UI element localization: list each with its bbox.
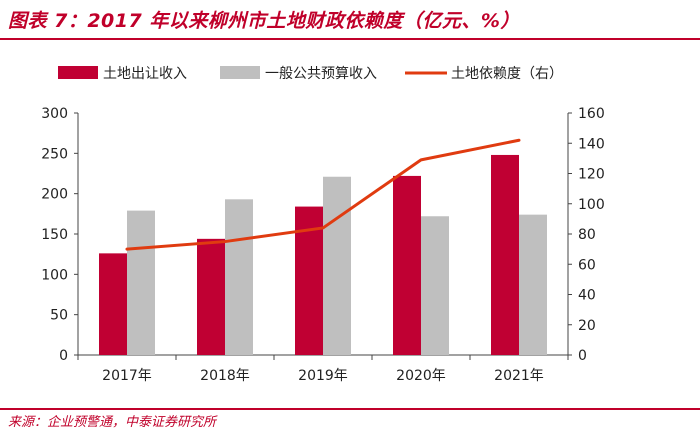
right-tick-label: 60 — [578, 257, 596, 273]
dependency-point — [420, 159, 422, 161]
x-tick-label: 2020年 — [396, 368, 446, 384]
left-tick-label: 150 — [41, 227, 68, 243]
x-tick-label: 2017年 — [102, 368, 152, 384]
budget-revenue-bar — [519, 214, 547, 355]
legend-land-label: 土地出让收入 — [103, 66, 187, 82]
land-transfer-bar — [197, 238, 225, 355]
budget-revenue-bar — [225, 199, 253, 355]
title-divider — [0, 38, 700, 40]
land-transfer-bar — [393, 175, 421, 355]
x-tick-label: 2018年 — [200, 368, 250, 384]
axes: 0 50 100 150 200 250 300 0 20 40 60 80 100 120 140 160 2… — [41, 106, 604, 384]
right-tick-label: 160 — [578, 106, 605, 122]
left-tick-label: 200 — [41, 187, 68, 203]
right-tick-label: 80 — [578, 227, 596, 243]
budget-revenue-bar — [323, 176, 351, 355]
bars — [99, 154, 547, 355]
source-divider — [0, 408, 700, 410]
land-transfer-bar — [491, 154, 519, 355]
right-tick-label: 120 — [578, 167, 605, 183]
source-note: 来源：企业预警通，中泰证券研究所 — [8, 415, 217, 430]
right-tick-label: 0 — [578, 348, 587, 364]
legend-dependency-label: 土地依赖度（右） — [451, 66, 563, 82]
budget-revenue-bar — [421, 216, 449, 355]
chart-title: 图表 7：2017 年以来柳州市土地财政依赖度（亿元、%） — [8, 10, 520, 32]
legend-budget-swatch — [220, 66, 260, 79]
left-tick-label: 50 — [50, 308, 68, 324]
x-tick-label: 2019年 — [298, 368, 348, 384]
budget-revenue-bar — [127, 210, 155, 355]
left-tick-label: 0 — [59, 348, 68, 364]
dependency-chart: 土地出让收入 一般公共预算收入 土地依赖度（右） 05010015020025030… — [41, 66, 605, 384]
dependency-point — [126, 248, 128, 250]
x-tick-label: 2021年 — [494, 368, 544, 384]
right-tick-label: 40 — [578, 288, 596, 304]
left-tick-label: 250 — [41, 146, 68, 162]
left-tick-label: 100 — [41, 267, 68, 283]
legend-land-swatch — [58, 66, 98, 79]
right-tick-label: 20 — [578, 318, 596, 334]
dependency-point — [224, 241, 226, 243]
dependency-point — [322, 227, 324, 229]
left-tick-label: 300 — [41, 106, 68, 122]
right-tick-label: 100 — [578, 197, 605, 213]
legend-budget-label: 一般公共预算收入 — [265, 66, 377, 82]
land-transfer-bar — [99, 253, 127, 355]
dependency-point — [518, 139, 520, 141]
legend: 土地出让收入 一般公共预算收入 土地依赖度（右） — [58, 66, 563, 82]
dependency-line-layer — [125, 138, 521, 251]
right-tick-label: 140 — [578, 136, 605, 152]
